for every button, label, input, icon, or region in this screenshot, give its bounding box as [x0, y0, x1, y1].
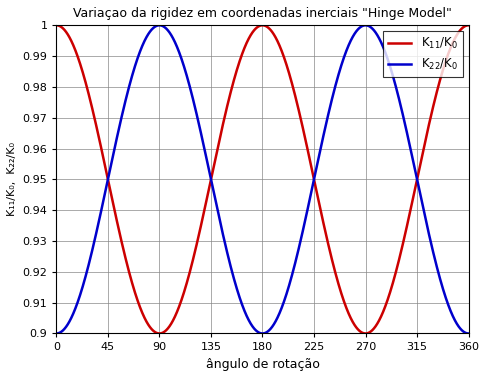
- K$_{11}$/K$_0$: [466, 23, 471, 28]
- Line: K$_{11}$/K$_0$: K$_{11}$/K$_0$: [56, 25, 469, 333]
- Y-axis label: K₁₁/K₀,  K₂₂/K₀: K₁₁/K₀, K₂₂/K₀: [7, 143, 17, 216]
- K$_{11}$/K$_0$: [303, 139, 309, 143]
- K$_{11}$/K$_0$: [53, 23, 59, 28]
- K$_{22}$/K$_0$: [303, 215, 309, 220]
- K$_{11}$/K$_0$: [142, 316, 148, 321]
- K$_{11}$/K$_0$: [466, 23, 471, 28]
- K$_{11}$/K$_0$: [427, 120, 433, 124]
- Line: K$_{22}$/K$_0$: K$_{22}$/K$_0$: [56, 25, 469, 333]
- K$_{11}$/K$_0$: [310, 172, 316, 177]
- Legend: K$_{11}$/K$_0$, K$_{22}$/K$_0$: K$_{11}$/K$_0$, K$_{22}$/K$_0$: [383, 31, 463, 77]
- K$_{11}$/K$_0$: [169, 321, 174, 325]
- X-axis label: ângulo de rotação: ângulo de rotação: [206, 358, 319, 371]
- K$_{22}$/K$_0$: [156, 23, 162, 28]
- K$_{22}$/K$_0$: [310, 182, 316, 187]
- K$_{11}$/K$_0$: [156, 331, 162, 336]
- Title: Variaçao da rigidez em coordenadas inerciais "Hinge Model": Variaçao da rigidez em coordenadas inerc…: [73, 7, 452, 20]
- K$_{22}$/K$_0$: [53, 331, 59, 336]
- K$_{22}$/K$_0$: [466, 331, 471, 336]
- K$_{22}$/K$_0$: [142, 38, 148, 43]
- K$_{22}$/K$_0$: [427, 234, 433, 239]
- K$_{22}$/K$_0$: [169, 34, 174, 38]
- K$_{22}$/K$_0$: [466, 331, 471, 336]
